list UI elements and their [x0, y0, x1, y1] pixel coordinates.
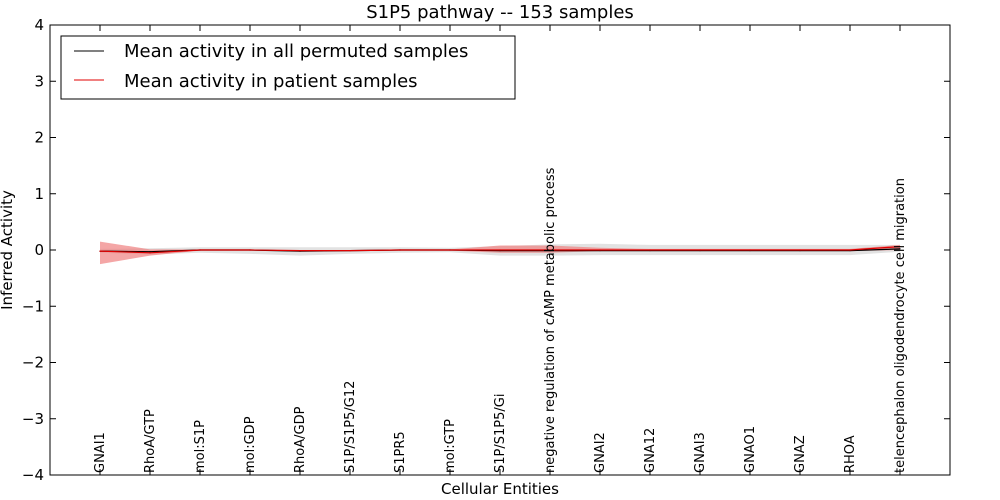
data-point [649, 249, 651, 251]
x-tick-label: GNA12 [643, 428, 658, 473]
data-point [899, 246, 901, 248]
chart-title: S1P5 pathway -- 153 samples [366, 2, 634, 23]
y-axis: −4 −3 −2 −1 0 1 2 3 4 [22, 16, 950, 484]
series-band-1 [100, 241, 900, 265]
x-tick-label: RHOA [843, 435, 858, 473]
data-point [199, 249, 201, 251]
legend-label-patient: Mean activity in patient samples [124, 71, 418, 92]
x-tick-label: RhoA/GTP [143, 409, 158, 473]
data-point [699, 249, 701, 251]
data-point [399, 249, 401, 251]
y-tick-label: 4 [34, 16, 44, 34]
y-tick-label: 3 [34, 72, 44, 90]
data-point [799, 249, 801, 251]
x-tick-label: GNAI3 [693, 432, 708, 473]
data-point [549, 249, 551, 251]
data-point [749, 249, 751, 251]
x-tick-label: S1PR5 [393, 431, 408, 473]
x-tick-label: S1P/S1P5/G12 [343, 381, 358, 473]
data-point [149, 251, 151, 253]
data-point [149, 252, 151, 254]
x-tick-label: mol:GTP [443, 419, 458, 473]
y-tick-label: 0 [34, 241, 44, 259]
x-tick-label: GNAI2 [593, 432, 608, 473]
data-point [299, 249, 301, 252]
x-axis: GNAI1 RhoA/GTP mol:S1P mol:GDP RhoA/GDP S1P/S… [93, 25, 908, 475]
x-tick-label: telencephalon oligodendrocyte cell migra… [893, 178, 908, 473]
x-axis-label: Cellular Entities [441, 480, 559, 498]
series-lines [99, 246, 901, 254]
y-tick-label: −1 [22, 297, 44, 315]
x-tick-label: GNAI1 [93, 432, 108, 473]
legend: Mean activity in all permuted samples Me… [60, 35, 516, 100]
y-tick-label: 2 [34, 129, 44, 147]
x-tick-label: RhoA/GDP [293, 406, 308, 473]
data-point [99, 250, 101, 252]
x-tick-label: GNAO1 [743, 426, 758, 473]
data-point [599, 249, 601, 251]
y-tick-label: 1 [34, 185, 44, 203]
x-tick-label: GNAZ [793, 435, 808, 473]
x-tick-label: negative regulation of cAMP metabolic pr… [543, 167, 558, 473]
y-axis-label: Inferred Activity [0, 190, 16, 310]
y-tick-label: −2 [22, 354, 44, 372]
legend-label-permuted: Mean activity in all permuted samples [124, 41, 468, 62]
y-tick-label: −3 [22, 410, 44, 428]
data-point [349, 249, 351, 252]
data-point [849, 249, 851, 251]
data-point [249, 249, 251, 251]
y-tick-label: −4 [22, 466, 44, 484]
x-tick-label: mol:S1P [193, 420, 208, 473]
data-point [899, 248, 901, 250]
data-point [449, 249, 451, 251]
legend-box [60, 35, 516, 100]
data-point [499, 249, 501, 251]
x-tick-label: S1P/S1P5/Gi [493, 394, 508, 473]
x-tick-label: mol:GDP [243, 416, 258, 473]
